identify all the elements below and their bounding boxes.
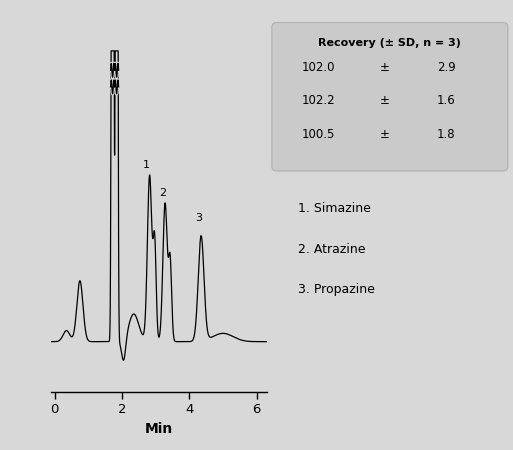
Text: 1: 1: [143, 160, 150, 170]
X-axis label: Min: Min: [145, 422, 173, 436]
Text: 2: 2: [160, 188, 167, 198]
Text: 2.9: 2.9: [437, 61, 456, 74]
Text: ±: ±: [380, 128, 390, 141]
Text: 3: 3: [195, 212, 202, 223]
Text: 102.2: 102.2: [301, 94, 335, 108]
Text: 1. Simazine: 1. Simazine: [298, 202, 370, 216]
Text: 1.8: 1.8: [437, 128, 456, 141]
Text: ±: ±: [380, 94, 390, 108]
Text: 100.5: 100.5: [301, 128, 335, 141]
Text: 3. Propazine: 3. Propazine: [298, 284, 374, 297]
Text: 2. Atrazine: 2. Atrazine: [298, 243, 365, 256]
Text: 102.0: 102.0: [301, 61, 335, 74]
Text: ±: ±: [380, 61, 390, 74]
Text: Recovery (± SD, n = 3): Recovery (± SD, n = 3): [319, 38, 461, 48]
Text: 1.6: 1.6: [437, 94, 456, 108]
